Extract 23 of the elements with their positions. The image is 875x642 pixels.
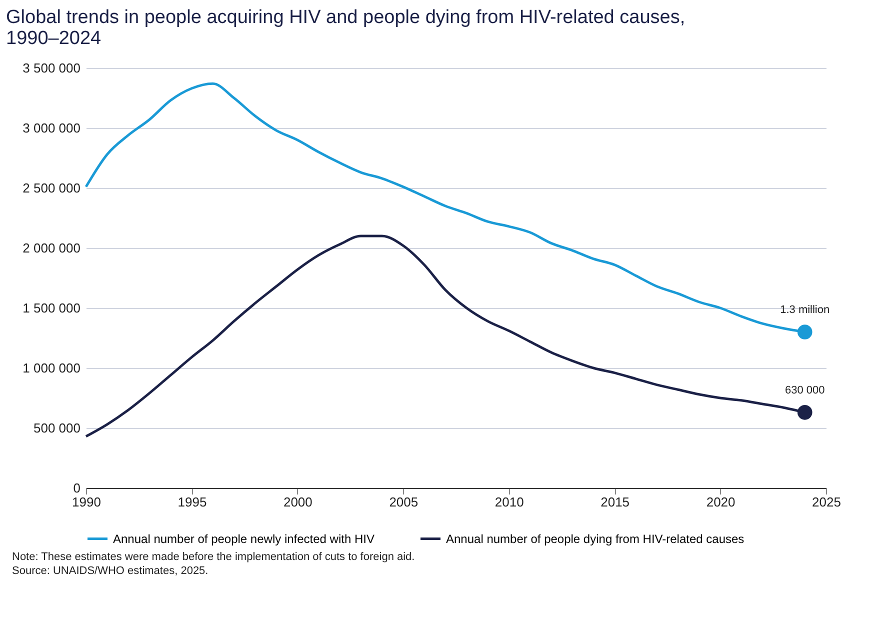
x-tick-label: 2000 — [283, 494, 312, 510]
x-tick-label: 2020 — [706, 494, 736, 510]
x-tick-label: 2010 — [494, 494, 524, 510]
source-note: Source: UNAIDS/WHO estimates, 2025. — [12, 565, 210, 577]
y-tick-label: 0 — [73, 480, 80, 496]
y-tick-label: 1 500 000 — [22, 300, 80, 316]
y-tick-label: 3 000 000 — [22, 120, 80, 136]
y-tick-label: 500 000 — [34, 420, 80, 436]
x-tick-label: 1995 — [178, 494, 207, 510]
x-tick-label: 2005 — [389, 494, 418, 510]
y-tick-label: 1 000 000 — [22, 360, 80, 376]
chart-title: Global trends in people acquiring HIV and people dying from HIV-related causes, 1990–2024 — [6, 7, 686, 49]
annotation: 630 000 — [784, 384, 825, 396]
annotation: 1.3 million — [780, 304, 830, 316]
text: Note: These estimates were made before the implementation of cuts to foreign aid. — [12, 551, 416, 563]
y-tick-label: 3 500 000 — [22, 60, 80, 76]
legend-label: Annual number of people dying from HIV-related causes — [446, 532, 744, 546]
y-tick-label: 2 500 000 — [22, 180, 80, 196]
x-tick-label: 1990 — [72, 494, 101, 510]
x-tick-label: 2025 — [812, 494, 841, 510]
legend-label: Annual number of people newly infected with HIV — [113, 532, 374, 546]
y-tick-label: 2 000 000 — [22, 240, 80, 256]
x-tick-label: 2015 — [600, 494, 630, 510]
